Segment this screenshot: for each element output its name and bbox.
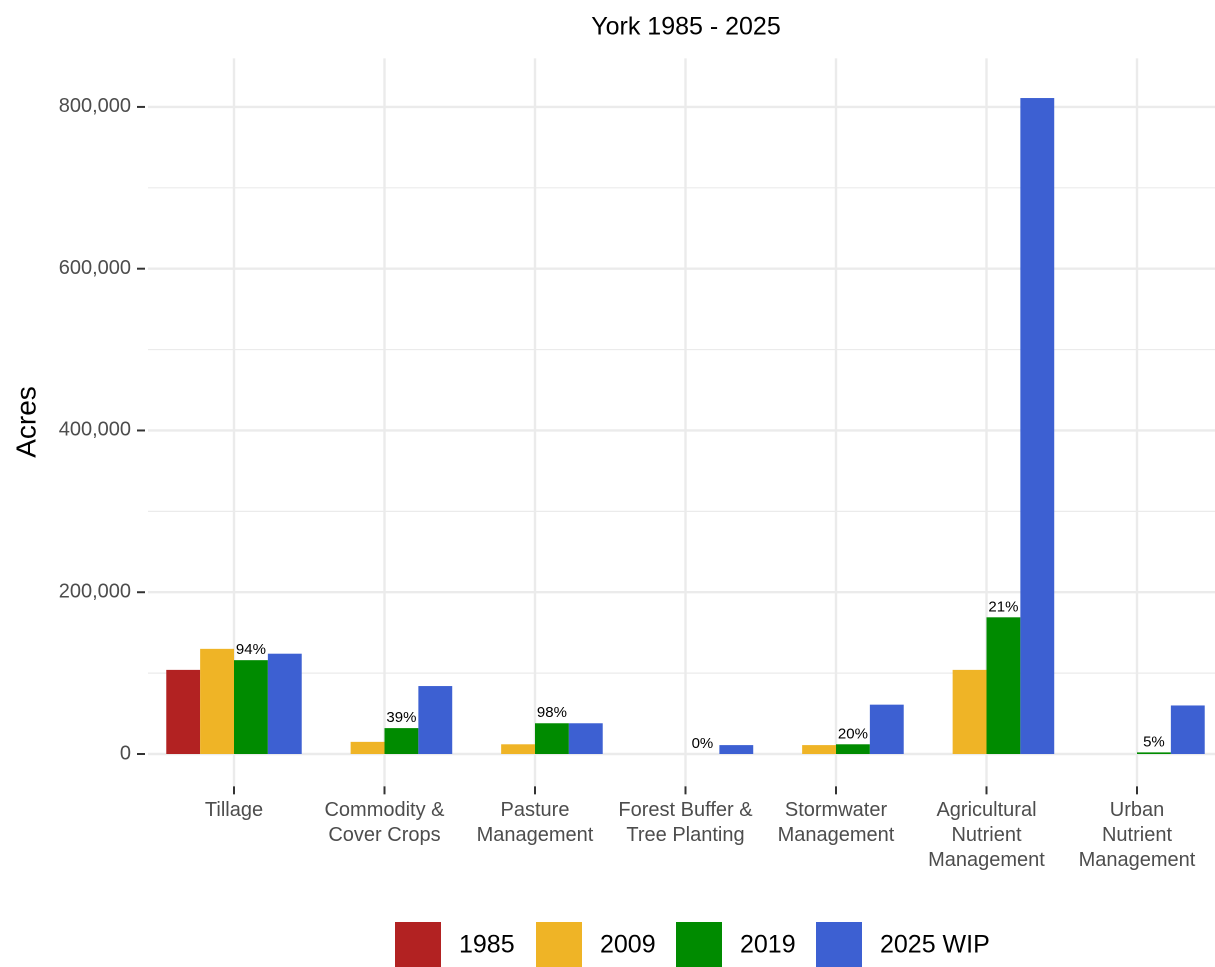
legend-swatch xyxy=(676,922,722,967)
x-tick-label: Agricultural Nutrient Management xyxy=(928,799,1045,872)
bar xyxy=(384,728,419,754)
bar xyxy=(1137,752,1171,754)
bar xyxy=(869,704,904,754)
bar xyxy=(200,648,234,754)
legend-swatch xyxy=(395,922,441,967)
bar xyxy=(418,686,453,754)
y-tick-label: 600,000 xyxy=(59,257,131,279)
legend-label: 1985 xyxy=(459,931,515,959)
y-tick-label: 200,000 xyxy=(59,581,131,603)
percent-label: 94% xyxy=(236,641,266,658)
legend-swatch xyxy=(536,922,582,967)
bar xyxy=(234,660,268,754)
percent-label: 21% xyxy=(988,598,1018,615)
bar xyxy=(535,723,569,754)
legend-label: 2009 xyxy=(600,931,656,959)
percent-label: 0% xyxy=(692,735,714,752)
bar xyxy=(267,653,302,754)
bar xyxy=(501,744,535,754)
x-tick-label: Stormwater Management xyxy=(777,799,895,847)
bar xyxy=(350,741,385,754)
y-tick-label: 800,000 xyxy=(59,95,131,117)
percent-label: 98% xyxy=(537,704,567,721)
bar xyxy=(952,669,987,754)
x-tick-label: Commodity & Cover Crops xyxy=(324,799,445,847)
bar xyxy=(719,745,754,754)
percent-label: 20% xyxy=(838,725,868,742)
legend-label: 2025 WIP xyxy=(880,931,990,959)
y-tick-label: 0 xyxy=(120,742,131,764)
x-tick-label: Urban Nutrient Management xyxy=(1078,799,1196,872)
bar xyxy=(802,745,836,754)
x-tick-label: Tillage xyxy=(204,799,264,822)
percent-label: 39% xyxy=(386,709,416,726)
bar xyxy=(1020,98,1055,754)
bar xyxy=(568,723,603,754)
bar xyxy=(1170,705,1205,754)
y-axis-label: Acres xyxy=(10,386,41,458)
chart-title: York 1985 - 2025 xyxy=(591,13,781,41)
x-tick-label: Pasture Management xyxy=(476,799,594,847)
bar xyxy=(166,669,201,754)
y-tick-label: 400,000 xyxy=(59,419,131,441)
legend-label: 2019 xyxy=(740,931,796,959)
percent-label: 5% xyxy=(1143,733,1165,750)
bar xyxy=(836,744,870,754)
legend-swatch xyxy=(816,922,862,967)
bar xyxy=(986,617,1021,754)
x-tick-label: Forest Buffer & Tree Planting xyxy=(618,799,753,847)
